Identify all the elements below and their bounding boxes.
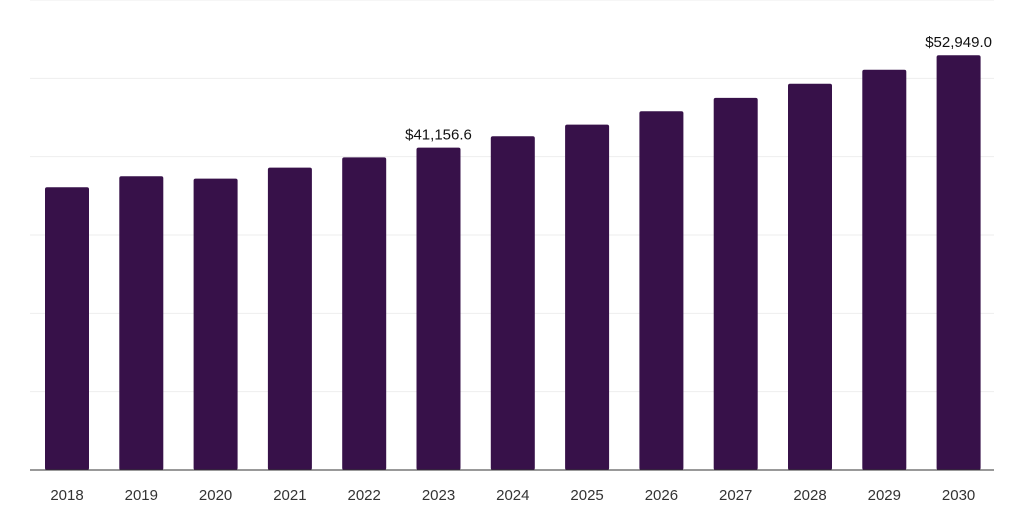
x-tick-label: 2030 — [942, 487, 975, 504]
bars — [45, 55, 981, 471]
x-tick-label: 2021 — [273, 487, 306, 504]
x-tick-label: 2028 — [793, 487, 826, 504]
bar-2029[interactable] — [862, 69, 907, 470]
bar-2020[interactable] — [193, 178, 238, 470]
bar-2027[interactable] — [713, 97, 758, 471]
x-tick-label: 2027 — [719, 487, 752, 504]
data-label: $52,949.0 — [925, 34, 992, 51]
bar-2026[interactable] — [639, 111, 684, 470]
x-tick-label: 2019 — [125, 487, 158, 504]
bar-2021[interactable] — [267, 167, 312, 470]
bar-2024[interactable] — [490, 136, 535, 471]
x-tick-label: 2018 — [50, 487, 83, 504]
x-tick-label: 2026 — [645, 487, 678, 504]
x-tick-labels: 2018 2019 2020 2021 2022 2023 2024 2025 2026 2027… — [50, 487, 975, 504]
bar-2019[interactable] — [119, 176, 164, 471]
x-tick-label: 2029 — [868, 487, 901, 504]
bar-2025[interactable] — [565, 124, 610, 470]
data-label: $41,156.6 — [405, 127, 472, 144]
x-tick-label: 2025 — [570, 487, 603, 504]
x-tick-label: 2023 — [422, 487, 455, 504]
bar-2023[interactable] — [416, 147, 461, 470]
bar-2018[interactable] — [45, 187, 89, 470]
x-tick-label: 2022 — [348, 487, 381, 504]
bar-2022[interactable] — [342, 157, 387, 470]
x-tick-label: 2020 — [199, 487, 232, 504]
bar-2028[interactable] — [788, 83, 832, 471]
x-tick-label: 2024 — [496, 487, 529, 504]
bar-2030[interactable] — [936, 55, 981, 470]
data-labels: $41,156.6 $52,949.0 — [405, 34, 992, 143]
